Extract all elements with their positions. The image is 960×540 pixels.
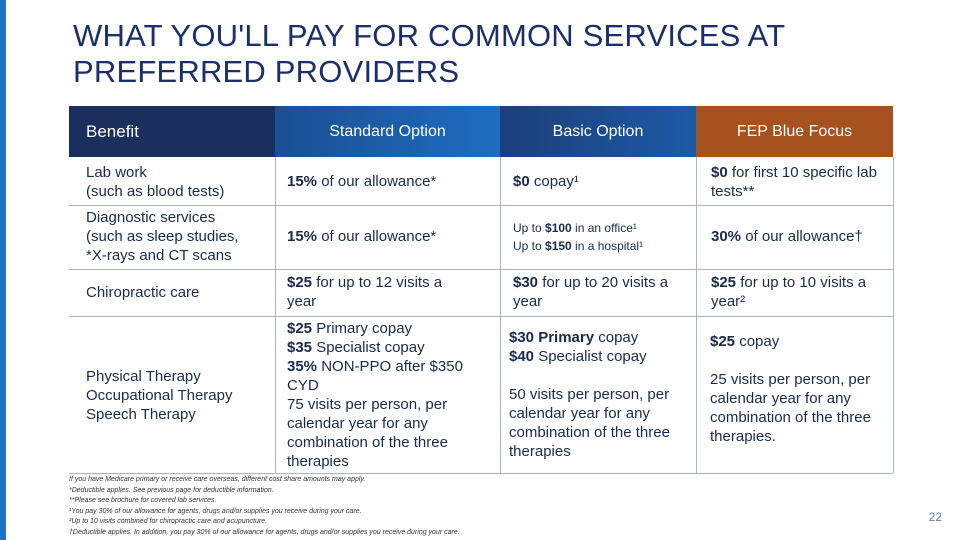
page-title-line-1: WHAT YOU'LL PAY FOR COMMON SERVICES AT	[73, 18, 786, 53]
page-title: WHAT YOU'LL PAY FOR COMMON SERVICES AT P…	[73, 18, 785, 90]
lab-work-basic: $0 copay¹	[513, 173, 579, 190]
page-title-line-2: PREFERRED PROVIDERS	[73, 54, 460, 89]
accent-bar	[0, 0, 6, 540]
header-standard-option: Standard Option	[275, 106, 500, 157]
header-basic-option: Basic Option	[500, 106, 696, 157]
table-row-lab-work: Lab work (such as blood tests)	[86, 164, 225, 200]
page-number: 22	[928, 510, 942, 524]
chiropractic-fep: $25 for up to 10 visits a year²	[711, 274, 867, 310]
grid-line	[696, 157, 697, 473]
chiropractic-basic: $30 for up to 20 visits a year	[513, 274, 669, 310]
header-benefit: Benefit	[69, 106, 275, 157]
chiropractic-standard: $25 for up to 12 visits a year	[287, 274, 443, 310]
table-row-therapies: Physical Therapy Occupational Therapy Sp…	[86, 368, 233, 423]
grid-line	[69, 473, 893, 474]
table-row-chiropractic-care: Chiropractic care	[86, 284, 200, 301]
diagnostic-standard: 15% of our allowance*	[287, 228, 437, 245]
lab-work-standard: 15% of our allowance*	[287, 173, 437, 190]
grid-line	[69, 316, 893, 317]
grid-line	[69, 269, 893, 270]
lab-work-fep: $0 for first 10 specific lab tests**	[711, 164, 877, 200]
footnotes: If you have Medicare primary or receive …	[69, 476, 460, 536]
therapies-basic: $30 Primary copay $40 Specialist copay 5…	[509, 329, 670, 460]
table-row-diagnostic-services: Diagnostic services (such as sleep studi…	[86, 209, 239, 264]
diagnostic-fep: 30% of our allowance†	[711, 228, 863, 245]
therapies-fep: $25 copay 25 visits per person, per cale…	[710, 333, 871, 445]
grid-line	[893, 157, 894, 473]
grid-line	[69, 205, 893, 206]
header-fep-blue-focus: FEP Blue Focus	[696, 106, 893, 157]
therapies-standard: $25 Primary copay $35 Specialist copay 3…	[287, 320, 463, 470]
diagnostic-basic: Up to $100 in an office¹ Up to $150 in a…	[513, 221, 644, 253]
grid-line	[500, 157, 501, 473]
grid-line	[275, 157, 276, 473]
